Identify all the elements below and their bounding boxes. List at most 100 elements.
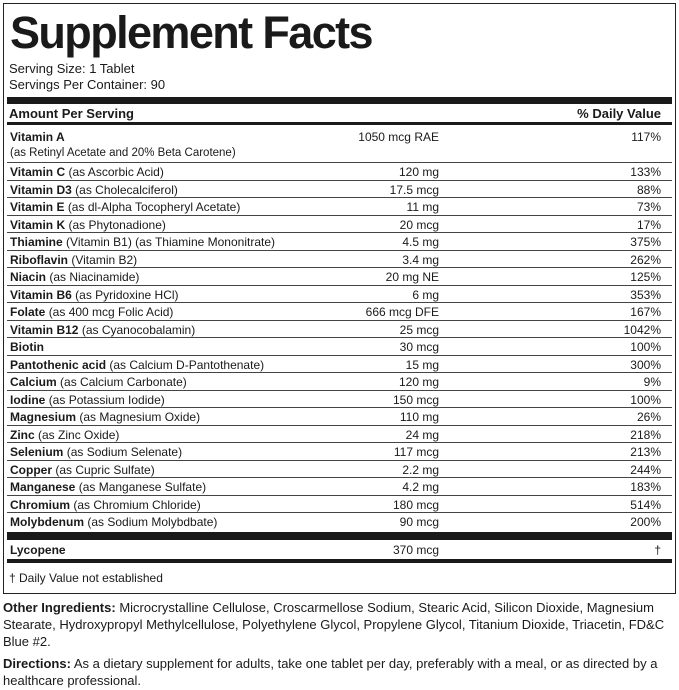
daily-value: 218% [630,427,661,442]
nutrient-name: Magnesium [10,410,77,424]
amount: 25 mcg [399,322,439,337]
nutrient-label: Vitamin E (as dl-Alpha Tocopheryl Acetat… [10,199,240,215]
daily-value: 262% [630,252,661,267]
nutrient-row: Vitamin E (as dl-Alpha Tocopheryl Acetat… [7,197,672,216]
nutrient-source: (as Cyanocobalamin) [81,322,196,337]
nutrient-source: (as Calcium Carbonate) [60,375,187,389]
amount: 30 mcg [399,340,439,354]
nutrient-source: (Vitamin B2) [71,252,138,267]
nutrient-source: (as Zinc Oxide) [38,427,120,442]
nutrient-name: Folate [10,305,46,319]
facts-panel: Supplement Facts Serving Size: 1 Tablet … [3,3,676,594]
nutrient-label: Iodine (as Potassium Iodide) [10,392,165,408]
nutrient-source: (as Cholecalciferol) [75,182,178,197]
amount: 120 mg [398,375,439,389]
nutrient-label: Chromium (as Chromium Chloride) [10,497,201,513]
nutrient-source: (as 400 mcg Folic Acid) [48,305,174,319]
nutrient-label: Riboflavin (Vitamin B2) [10,252,137,268]
nutrient-row: Iodine (as Potassium Iodide) 150 mcg 100% [7,389,672,409]
nutrient-row: Copper (as Cupric Sulfate) 2.2 mg 244% [7,459,672,479]
amount: 20 mcg [399,217,439,232]
daily-value: 200% [630,515,661,529]
nutrient-row: Niacin (as Niacinamide) 20 mg NE 125% [7,267,672,286]
daily-value: 17% [636,217,661,232]
nutrient-row: Thiamine (Vitamin B1) (as Thiamine Monon… [7,232,672,251]
nutrient-label: Biotin [10,339,44,355]
daily-value: 73% [636,200,661,214]
nutrient-source: (as Calcium D-Pantothenate) [109,357,265,372]
daily-value: 88% [636,182,661,197]
daily-value: 353% [630,287,661,302]
amount: 3.4 mg [402,252,439,267]
nutrient-name: Vitamin A [10,130,65,144]
amount: 15 mg [405,357,439,372]
amount: 666 mcg DFE [365,305,439,319]
serving-size: Serving Size: 1 Tablet [9,61,135,76]
nutrient-source: (as Chromium Chloride) [73,497,201,512]
nutrient-name: Zinc [10,427,35,442]
nutrient-source: (as Phytonadione) [68,217,166,232]
directions-text: As a dietary supplement for adults, take… [3,656,658,688]
amount-header: Amount Per Serving [9,106,134,121]
nutrient-label: Molybdenum (as Sodium Molybdbate) [10,514,217,530]
nutrient-name: Thiamine [10,235,63,249]
nutrient-label: Folate (as 400 mcg Folic Acid) [10,304,173,320]
nutrient-label: Vitamin D3 (as Cholecalciferol) [10,182,178,198]
nutrient-row: Folate (as 400 mcg Folic Acid) 666 mcg DF… [7,302,672,321]
daily-value: 100% [630,392,661,407]
nutrient-row: Molybdenum (as Sodium Molybdbate) 90 mcg 2… [7,512,672,531]
nutrient-label: Manganese (as Manganese Sulfate) [10,479,206,495]
nutrient-name: Molybdenum [10,515,84,529]
daily-value: 167% [630,305,661,319]
other-ingredients-text: Microcrystalline Cellulose, Croscarmello… [3,600,665,649]
nutrient-row: Vitamin A (as Retinyl Acetate and 20% Bet… [7,128,672,162]
daily-value: 213% [630,445,661,459]
amount: 90 mcg [399,515,439,529]
amount: 150 mcg [392,392,439,407]
nutrient-name: Selenium [10,445,64,459]
daily-value: 100% [630,340,661,354]
amount: 120 mg [398,165,439,179]
other-ingredients: Other Ingredients: Microcrystalline Cell… [3,599,675,650]
daily-value: 26% [636,410,661,424]
nutrient-name: Iodine [10,392,46,407]
nutrient-label: Thiamine (Vitamin B1) (as Thiamine Monon… [10,234,275,250]
daily-value: 300% [630,357,661,372]
nutrient-name: Niacin [10,270,47,284]
nutrient-name: Chromium [10,497,70,512]
amount: 6 mg [412,287,439,302]
nutrient-source: (as Magnesium Oxide) [79,410,201,424]
nutrient-label: Vitamin B6 (as Pyridoxine HCl) [10,287,179,303]
nutrient-source: (as dl-Alpha Tocopheryl Acetate) [67,200,241,214]
daily-value: 117% [631,130,661,144]
amount: 110 mg [399,410,439,424]
nutrient-row: Vitamin C (as Ascorbic Acid) 120 mg 133% [7,162,672,181]
nutrient-label: Magnesium (as Magnesium Oxide) [10,409,200,425]
footnote: † Daily Value not established [9,571,163,585]
nutrient-label: Selenium (as Sodium Selenate) [10,444,182,460]
nutrient-label: Vitamin A [10,129,65,145]
nutrient-source: (as Sodium Selenate) [66,445,183,459]
nutrient-source: (as Sodium Molybdbate) [87,515,218,529]
directions: Directions: As a dietary supplement for … [3,655,675,689]
nutrient-row: Vitamin B12 (as Cyanocobalamin) 25 mcg 104… [7,319,672,339]
nutrient-label: Vitamin K (as Phytonadione) [10,217,166,233]
nutrient-row: Zinc (as Zinc Oxide) 24 mg 218% [7,424,672,444]
amount: 117 mcg [393,445,439,459]
daily-value-header: % Daily Value [577,106,661,121]
nutrient-row: Lycopene 370 mcg † [7,541,672,559]
amount: 4.5 mg [402,235,439,249]
nutrient-source: (as Manganese Sulfate) [78,480,207,494]
nutrient-name: Lycopene [10,543,66,557]
nutrient-source: (as Cupric Sulfate) [55,462,155,477]
daily-value: 133% [630,165,661,179]
daily-value: 375% [630,235,661,249]
nutrient-row: Calcium (as Calcium Carbonate) 120 mg 9% [7,372,672,391]
daily-value: 183% [630,480,661,494]
servings-per-container: Servings Per Container: 90 [9,77,166,92]
amount: 180 mcg [392,497,439,512]
nutrient-name: Vitamin B12 [10,322,79,337]
medium-rule [7,122,672,125]
daily-value: † [654,543,661,557]
nutrient-row: Chromium (as Chromium Chloride) 180 mcg 51… [7,494,672,514]
